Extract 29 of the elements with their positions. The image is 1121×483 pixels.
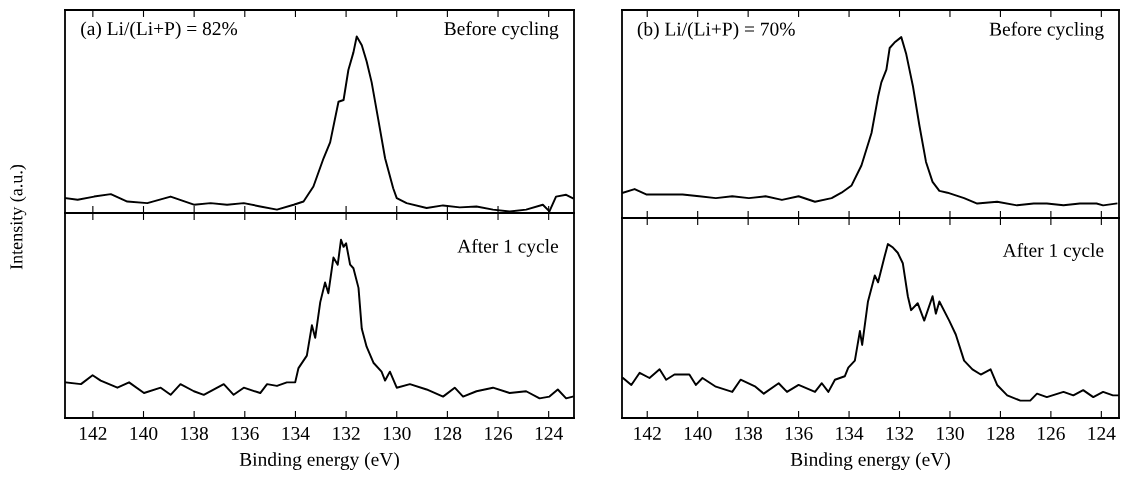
annotation: (b) Li/(Li+P) = 70% [637,21,795,40]
annotation: Before cycling [444,21,559,40]
x-tick-label: 134 [836,426,864,441]
x-tick-label: 142 [79,426,107,440]
annotation: After 1 cycle [1002,243,1104,261]
x-tick-label: 138 [181,426,208,441]
x-tick-label: 124 [535,426,563,440]
annotation: Before cycling [989,21,1104,40]
x-tick-label: 140 [130,426,158,441]
x-tick-label: 142 [634,426,661,440]
x-tick-label: 132 [333,426,360,441]
x-tick-label: 130 [937,426,964,441]
x-tick-label: 136 [785,426,813,441]
x-tick-label: 134 [282,426,310,441]
x-axis-title: Binding energy (eV) [790,452,950,470]
x-tick-label: 126 [485,426,513,441]
x-tick-label: 130 [383,426,411,441]
y-axis-title: Intensity (a.u.) [9,164,27,270]
x-axis-title: Binding energy (eV) [239,452,399,470]
x-tick-label: 132 [886,426,914,441]
x-tick-label: 136 [231,426,259,441]
x-tick-label: 138 [735,426,762,441]
x-tick-label: 128 [987,426,1015,441]
x-tick-label: 128 [434,426,462,441]
x-tick-label: 126 [1038,426,1065,441]
x-tick-label: 124 [1088,426,1116,440]
x-tick-label: 140 [684,426,712,441]
annotation: (a) Li/(Li+P) = 82% [81,21,238,40]
annotation: After 1 cycle [457,238,559,257]
